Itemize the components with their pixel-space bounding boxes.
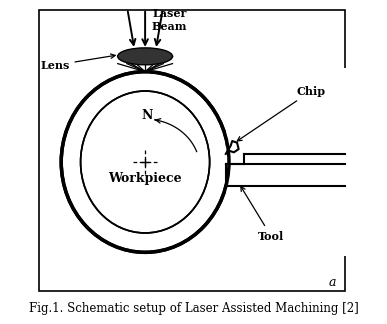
Text: Fig.1. Schematic setup of Laser Assisted Machining [2]: Fig.1. Schematic setup of Laser Assisted… <box>29 302 358 315</box>
Text: Chip: Chip <box>237 86 326 141</box>
Ellipse shape <box>80 91 210 233</box>
Ellipse shape <box>61 72 229 252</box>
Text: Tool: Tool <box>241 187 284 242</box>
Text: N: N <box>141 110 152 122</box>
FancyBboxPatch shape <box>226 68 355 256</box>
Ellipse shape <box>118 48 173 65</box>
Text: a: a <box>329 276 336 289</box>
Text: Laser
Beam: Laser Beam <box>152 8 187 32</box>
Text: Workpiece: Workpiece <box>108 172 182 185</box>
Text: Lens: Lens <box>40 54 115 71</box>
FancyBboxPatch shape <box>39 10 345 291</box>
